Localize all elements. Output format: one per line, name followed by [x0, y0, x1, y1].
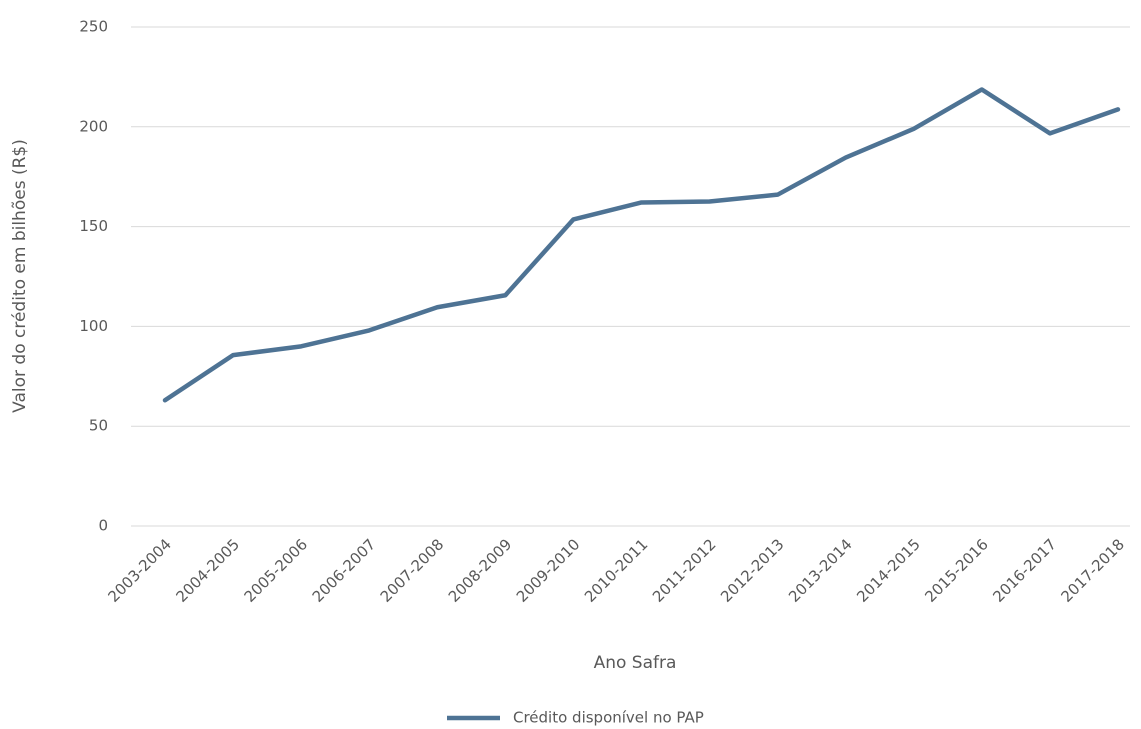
legend-label: Crédito disponível no PAP — [513, 709, 704, 727]
x-tick-label: 2011-2012 — [649, 535, 720, 606]
y-tick-label: 150 — [79, 217, 108, 235]
x-axis-title: Ano Safra — [594, 653, 677, 673]
x-tick-label: 2003-2004 — [104, 535, 175, 606]
x-tick-label: 2017-2018 — [1057, 535, 1128, 606]
x-tick-label: 2005-2006 — [241, 535, 312, 606]
x-tick-label: 2009-2010 — [513, 535, 584, 606]
x-tick-label: 2016-2017 — [989, 535, 1060, 606]
y-axis-title: Valor do crédito em bilhões (R$) — [10, 139, 30, 413]
x-tick-label: 2008-2009 — [445, 535, 516, 606]
x-tick-label: 2010-2011 — [581, 535, 652, 606]
y-tick-label: 50 — [89, 417, 108, 435]
x-tick-label: 2012-2013 — [717, 535, 788, 606]
x-tick-label: 2006-2007 — [309, 535, 380, 606]
x-tick-label: 2004-2005 — [173, 535, 244, 606]
y-tick-label: 0 — [98, 517, 108, 535]
y-tick-label: 250 — [79, 18, 108, 36]
x-tick-label: 2014-2015 — [853, 535, 924, 606]
y-tick-label: 100 — [79, 317, 108, 335]
data-line — [162, 87, 1121, 403]
x-tick-label: 2015-2016 — [921, 535, 992, 606]
x-tick-label: 2007-2008 — [377, 535, 448, 606]
x-tick-label: 2013-2014 — [785, 535, 856, 606]
y-tick-label: 200 — [79, 117, 108, 135]
